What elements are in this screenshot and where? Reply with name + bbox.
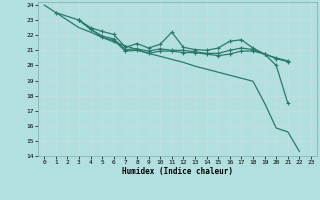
- X-axis label: Humidex (Indice chaleur): Humidex (Indice chaleur): [122, 167, 233, 176]
